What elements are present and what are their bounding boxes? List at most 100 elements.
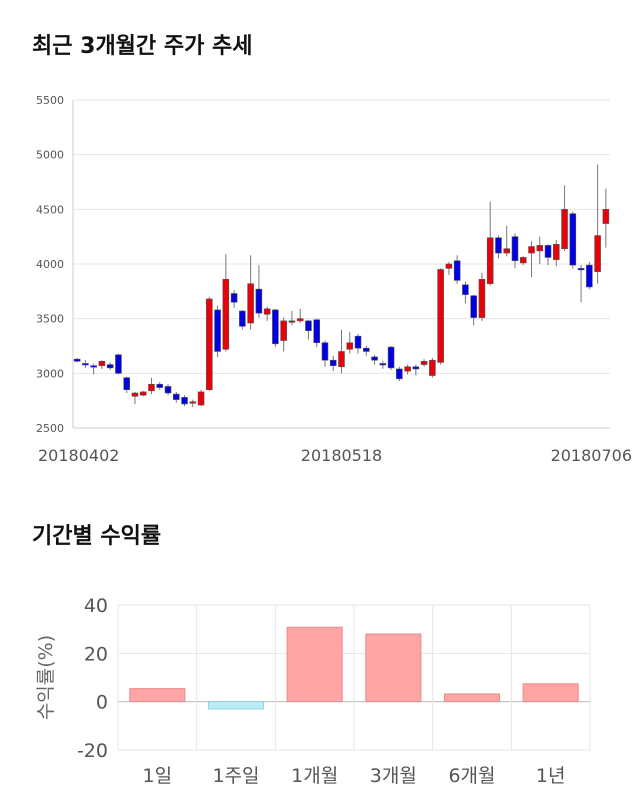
candle-body (181, 397, 188, 405)
y-tick-label: 4500 (36, 203, 64, 216)
candle-body (561, 209, 568, 249)
candle (420, 359, 428, 367)
candle (156, 382, 164, 390)
candle-body (338, 351, 345, 368)
candle (296, 308, 304, 324)
candle-body (586, 264, 593, 288)
y-tick-label: 5000 (36, 149, 64, 162)
x-tick-label: 20180706 (551, 446, 632, 465)
candle-body (115, 354, 122, 374)
candle (181, 395, 188, 407)
candle (206, 296, 213, 391)
candle-body (288, 320, 296, 323)
candle-body (412, 366, 420, 370)
candle (511, 233, 519, 269)
candle (437, 268, 444, 365)
candle-body (363, 347, 370, 352)
candle-body (478, 279, 486, 318)
candle-body (214, 309, 221, 352)
candlestick-chart: 2500 3000 3500 4000 4500 5000 5500 20180402 2018… (36, 94, 632, 465)
x-tick-label: 1일 (143, 765, 173, 787)
candle (470, 294, 477, 326)
candle-body (486, 237, 494, 284)
candle-body (263, 308, 271, 315)
candle-body (131, 392, 139, 397)
candle-body (73, 358, 81, 362)
candle (338, 329, 345, 374)
y-tick-label: 3000 (36, 367, 64, 380)
candle (164, 384, 172, 396)
candle (536, 236, 544, 264)
candle (82, 360, 89, 368)
bar (443, 693, 501, 703)
x-tick-label: 6개월 (448, 765, 495, 787)
candle (214, 305, 221, 357)
candle-body (536, 245, 544, 252)
bar (522, 683, 579, 703)
candle (462, 281, 469, 304)
candle (577, 265, 585, 303)
candle (90, 363, 97, 375)
candle-body (139, 391, 147, 396)
candle (197, 389, 205, 407)
candle (519, 256, 527, 266)
candle (569, 211, 577, 269)
candle-body (255, 288, 263, 314)
candle-body (230, 293, 238, 303)
candle (321, 340, 329, 367)
candle (148, 377, 155, 395)
candle-body (511, 236, 519, 262)
candle (594, 164, 601, 284)
candle-body (379, 363, 387, 366)
candle-body (544, 245, 552, 258)
candle-body (305, 320, 312, 331)
candle-body (90, 365, 97, 368)
x-tick-label: 1개월 (291, 765, 338, 787)
candle-body (239, 310, 246, 327)
candle-body (602, 209, 610, 224)
candle (371, 354, 378, 365)
candle-body (354, 335, 362, 349)
candle (586, 261, 593, 290)
candle (363, 346, 370, 356)
x-tick-label: 3개월 (370, 765, 417, 787)
candle-body (321, 342, 329, 361)
x-tick-label: 1주일 (212, 765, 259, 787)
candle (486, 201, 494, 286)
candle-body (445, 263, 453, 269)
candle-body (453, 260, 461, 281)
candle (139, 390, 147, 397)
candle-body (519, 257, 527, 264)
candle-body (313, 319, 320, 344)
candle (445, 261, 453, 275)
candle (189, 399, 197, 408)
candle (346, 331, 354, 354)
candle-body (594, 235, 601, 272)
candle-body (569, 213, 577, 266)
candle (503, 225, 511, 257)
candle-body (156, 383, 164, 388)
candle-body (528, 246, 535, 254)
candle-body (106, 364, 114, 369)
candle (561, 185, 568, 251)
candle-body (164, 386, 172, 394)
candle-body (371, 356, 378, 361)
candle (288, 311, 296, 326)
candle (429, 358, 436, 378)
candle-body (346, 342, 354, 350)
candle-body (429, 359, 436, 376)
candle-body (296, 318, 304, 322)
candle (222, 254, 230, 352)
candle-body (280, 320, 287, 341)
y-tick-label: 40 (84, 595, 108, 617)
x-tick-label: 20180402 (38, 446, 119, 465)
candle (453, 255, 461, 284)
candle-body (462, 284, 469, 295)
price-chart-title: 최근 3개월간 주가 추세 (32, 34, 253, 59)
candle (396, 366, 403, 381)
candle-body (148, 383, 155, 392)
y-tick-label: 4000 (36, 258, 64, 271)
candle-body (404, 366, 411, 372)
candle-body (98, 361, 106, 366)
candle (172, 391, 180, 403)
